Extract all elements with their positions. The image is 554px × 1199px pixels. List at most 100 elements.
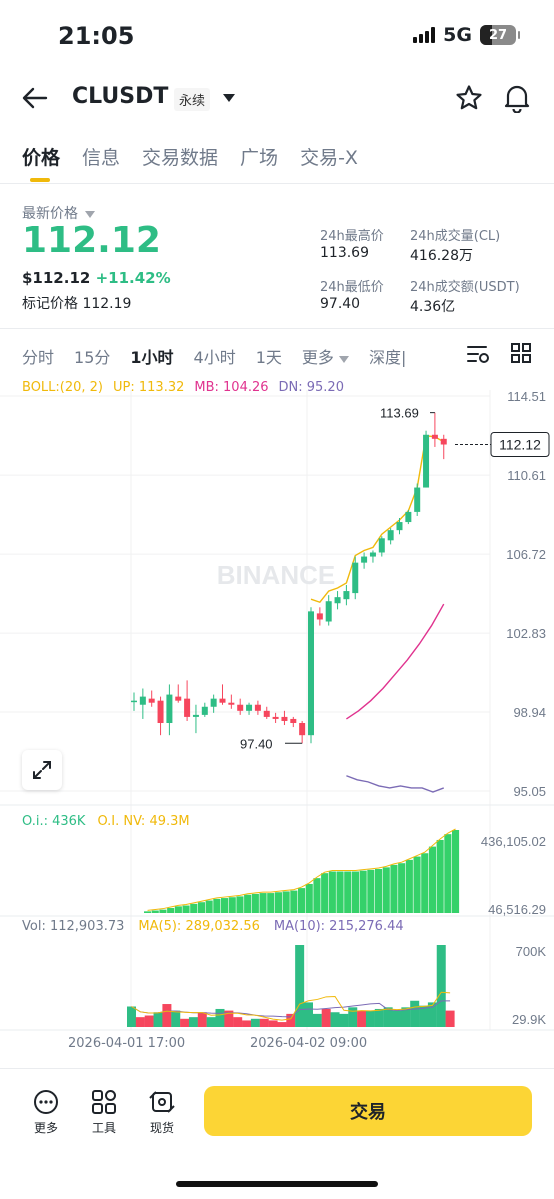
- date-label-1: 2026-04-01 17:00: [68, 1036, 186, 1051]
- tools-button[interactable]: 工具: [90, 1088, 118, 1136]
- caret-down-icon[interactable]: [222, 93, 236, 103]
- oi-bar: [321, 873, 329, 913]
- spot-icon: [149, 1091, 175, 1113]
- price-axis-label: 98.94: [513, 705, 546, 720]
- candle: [228, 702, 235, 705]
- oi-bar: [190, 903, 198, 913]
- candle: [361, 556, 368, 563]
- price-axis-label: 102.83: [506, 626, 546, 641]
- volume-bar: [277, 1022, 287, 1027]
- oi-bar: [382, 867, 390, 913]
- back-arrow-icon[interactable]: [22, 86, 48, 110]
- candle: [148, 698, 155, 703]
- interval-1h[interactable]: 1小时: [130, 348, 174, 367]
- star-icon[interactable]: [455, 84, 483, 112]
- stat-low-value: 97.40: [320, 296, 361, 312]
- high-marker-label: 113.69: [380, 406, 419, 421]
- oi-bar: [398, 863, 406, 913]
- volume-bar: [427, 1002, 437, 1027]
- caret-down-icon: [85, 211, 96, 218]
- oi-bar: [205, 900, 213, 913]
- candle: [281, 716, 288, 721]
- more-icon: [34, 1090, 58, 1114]
- price-axis-label: 114.51: [507, 390, 546, 404]
- oi-legend: O.i.: 436K O.I. NV: 49.3M: [22, 814, 190, 829]
- volume-bar: [286, 1013, 296, 1027]
- status-bar-right: 5G 27: [413, 24, 520, 46]
- candle: [157, 700, 164, 724]
- vol-value: Vol: 112,903.73: [22, 919, 125, 934]
- oi-bar: [351, 871, 359, 913]
- volume-bar: [197, 1012, 207, 1027]
- candle: [325, 601, 332, 622]
- candle: [431, 434, 438, 439]
- candle: [405, 511, 412, 523]
- candle: [201, 706, 208, 715]
- volume-bar: [268, 1020, 278, 1027]
- boll-mb-line: [346, 603, 445, 720]
- oi-bar: [305, 883, 313, 913]
- layout-grid-icon[interactable]: [511, 343, 531, 363]
- oi-bar: [421, 853, 429, 913]
- stat-volume-label: 24h成交量(CL): [410, 229, 501, 244]
- volume-bar: [383, 1007, 393, 1027]
- volume-bar: [162, 1004, 172, 1027]
- indicator-settings-icon[interactable]: [466, 344, 490, 364]
- expand-icon: [33, 761, 51, 779]
- tab-trade-x[interactable]: 交易-X: [300, 147, 358, 169]
- stat-turnover-label: 24h成交额(USDT): [410, 280, 520, 295]
- tab-trading-data[interactable]: 交易数据: [142, 147, 219, 169]
- interval-time-share[interactable]: 分时: [22, 348, 55, 367]
- oi-bar: [375, 869, 383, 913]
- spot-button[interactable]: 现货: [148, 1088, 176, 1136]
- low-marker-label: 97.40: [240, 736, 273, 751]
- candle: [272, 716, 279, 719]
- volume-bar: [153, 1012, 163, 1027]
- oi-bar: [452, 830, 460, 913]
- battery-level: 27: [488, 27, 508, 43]
- trade-button[interactable]: 交易: [204, 1086, 532, 1136]
- tab-square[interactable]: 广场: [240, 147, 279, 169]
- interval-more[interactable]: 更多: [302, 344, 350, 368]
- stat-turnover-value: 4.36亿: [410, 299, 456, 315]
- oi-bar: [444, 834, 452, 913]
- symbol-title[interactable]: CLUSDT: [72, 84, 169, 109]
- interval-4h[interactable]: 4小时: [193, 348, 236, 367]
- mark-price: 标记价格 112.19: [22, 296, 132, 312]
- oi-bar: [328, 871, 336, 913]
- candle: [440, 438, 447, 445]
- oi-axis-bottom: 46,516.29: [488, 902, 546, 917]
- kline-chart[interactable]: BINANCE 114.51 110.61 106.72 102.83 98.94 95.…: [0, 390, 554, 1050]
- boll-mb: MB: 104.26: [194, 380, 269, 395]
- bell-icon[interactable]: [503, 83, 531, 113]
- candle: [290, 718, 297, 724]
- oi-bar: [274, 892, 282, 913]
- tab-price[interactable]: 价格: [22, 147, 61, 169]
- interval-15m[interactable]: 15分: [74, 348, 111, 367]
- interval-1d[interactable]: 1天: [255, 348, 282, 367]
- volume-bar: [321, 1008, 331, 1027]
- candle: [219, 698, 226, 703]
- signal-icon: [413, 27, 436, 43]
- candle: [299, 723, 306, 736]
- interval-selector: 分时 15分 1小时 4小时 1天 更多 深度|: [22, 344, 406, 368]
- tab-info[interactable]: 信息: [82, 147, 121, 169]
- current-price-label: 112.12: [499, 437, 541, 453]
- candle: [378, 538, 385, 553]
- volume-bar: [304, 1002, 313, 1027]
- interval-depth[interactable]: 深度|: [369, 348, 407, 367]
- candle: [308, 611, 314, 736]
- oi-bar: [344, 871, 352, 913]
- more-button[interactable]: 更多: [32, 1088, 60, 1136]
- active-tab-indicator: [30, 178, 50, 182]
- candle: [263, 710, 270, 717]
- oi-bar: [174, 906, 182, 913]
- last-price-label[interactable]: 最新价格: [22, 203, 96, 223]
- price-axis-label: 106.72: [506, 547, 546, 562]
- oi-bar: [405, 859, 413, 913]
- fullscreen-button[interactable]: [22, 750, 62, 790]
- vol-axis-bottom: 29.9K: [512, 1012, 546, 1027]
- candle: [387, 530, 394, 541]
- candle: [131, 700, 137, 703]
- oi-bar: [413, 856, 421, 913]
